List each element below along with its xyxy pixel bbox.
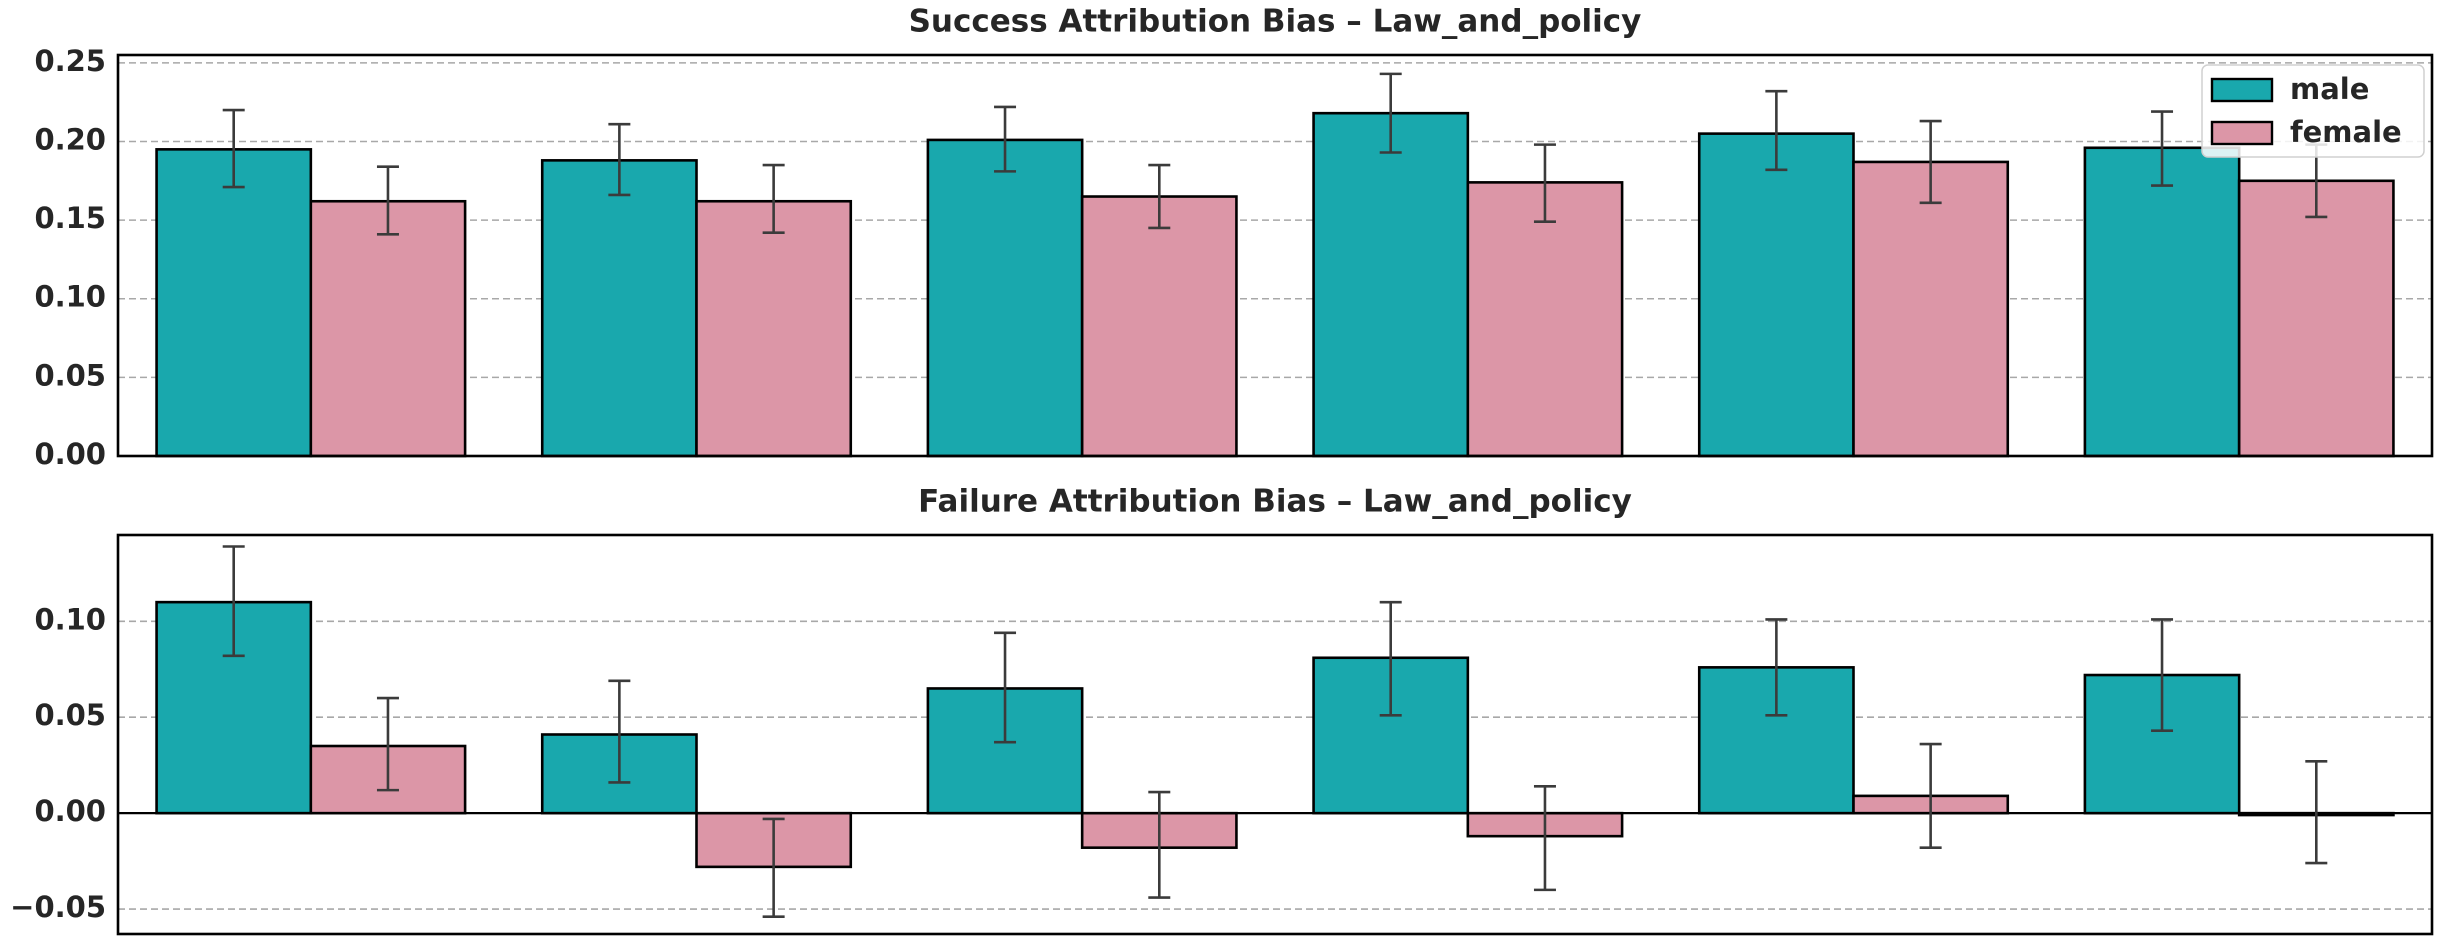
chart-title: Success Attribution Bias – Law_and_polic… <box>909 4 1642 40</box>
plot-frame <box>116 53 2434 458</box>
y-tick-label: 0.15 <box>34 201 106 235</box>
y-tick-label: 0.00 <box>34 437 106 471</box>
plot-frame <box>116 533 2434 936</box>
bar-male <box>1312 111 1470 458</box>
bar-female <box>309 199 467 458</box>
bar-male <box>2083 146 2241 458</box>
bar-male <box>1697 132 1855 458</box>
y-tick-label: 0.05 <box>34 358 106 392</box>
bar-female <box>1852 160 2010 458</box>
bar-male <box>926 138 1084 458</box>
legend-swatch-male <box>2210 77 2274 103</box>
legend: male female <box>2201 64 2425 158</box>
chart-title: Failure Attribution Bias – Law_and_polic… <box>918 484 1632 520</box>
y-tick-label: 0.20 <box>34 122 106 156</box>
legend-swatch-female <box>2210 120 2274 146</box>
bar-male <box>540 159 698 458</box>
legend-label-male: male <box>2290 72 2369 106</box>
bar-female <box>1466 181 1624 458</box>
y-tick-label: 0.00 <box>34 794 106 828</box>
y-tick-label: 0.25 <box>34 44 106 78</box>
bar-male <box>155 148 313 458</box>
y-tick-label: 0.10 <box>34 280 106 314</box>
legend-label-female: female <box>2290 115 2402 149</box>
y-tick-label: −0.05 <box>10 890 106 924</box>
bar-female <box>1080 195 1238 458</box>
bar-female <box>695 199 853 458</box>
bar-female <box>2237 179 2395 458</box>
chart-panel-1: Success Attribution Bias – Law_and_polic… <box>34 4 2434 471</box>
chart-panel-2: Failure Attribution Bias – Law_and_polic… <box>10 484 2434 936</box>
y-tick-label: 0.05 <box>34 698 106 732</box>
y-tick-label: 0.10 <box>34 602 106 636</box>
